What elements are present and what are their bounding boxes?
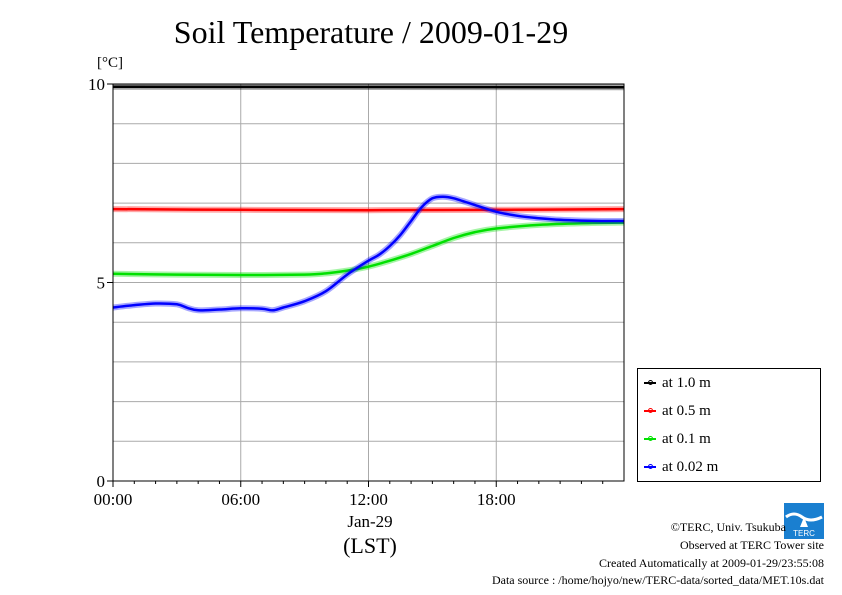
legend-label-0-5m: at 0.5 m [662,403,711,419]
legend-swatch-0-5m [644,408,656,413]
x-axis-timezone-label: (LST) [343,533,397,558]
x-tick-label: 12:00 [349,490,388,509]
x-tick-label: 18:00 [477,490,516,509]
legend-item-0-5m: at 0.5 m [644,402,711,420]
legend-swatch-0-02m [644,464,656,469]
axis-ticks: 0 5 10 00:00 06:00 12:00 18:00 [88,75,604,509]
legend-swatch-0-1m [644,436,656,441]
series-line-2 [112,221,625,277]
y-tick-label: 5 [97,274,106,293]
legend-item-1m: at 1.0 m [644,374,711,392]
chart-title: Soil Temperature / 2009-01-29 [173,14,569,50]
legend-label-0-1m: at 0.1 m [662,431,711,447]
y-axis-unit: [°C] [97,55,123,71]
footer-site: Observed at TERC Tower site [679,538,824,552]
footer-source: Data source : /home/hojyo/new/TERC-data/… [491,573,824,587]
y-tick-label: 10 [88,75,105,94]
grid [113,84,624,481]
footer-copyright: ©TERC, Univ. Tsukuba [670,520,786,534]
footer-created: Created Automatically at 2009-01-29/23:5… [599,556,824,570]
legend-item-0-1m: at 0.1 m [644,430,711,448]
series-line-3 [112,195,624,312]
legend-label-1m: at 1.0 m [662,375,711,391]
y-tick-label: 0 [97,472,106,491]
legend-item-0-02m: at 0.02 m [644,458,718,476]
logo-text: TERC [793,529,815,538]
x-tick-label: 06:00 [221,490,260,509]
series-group [112,83,625,314]
legend-swatch-1m [644,380,656,385]
series-line-1 [112,207,625,212]
x-tick-label: 00:00 [94,490,133,509]
x-axis-date-label: Jan-29 [347,512,393,531]
legend-label-0-02m: at 0.02 m [662,459,719,475]
legend: at 1.0 m at 0.5 m at 0.1 m at 0.02 m [637,368,821,482]
terc-logo-icon: TERC [784,503,824,539]
